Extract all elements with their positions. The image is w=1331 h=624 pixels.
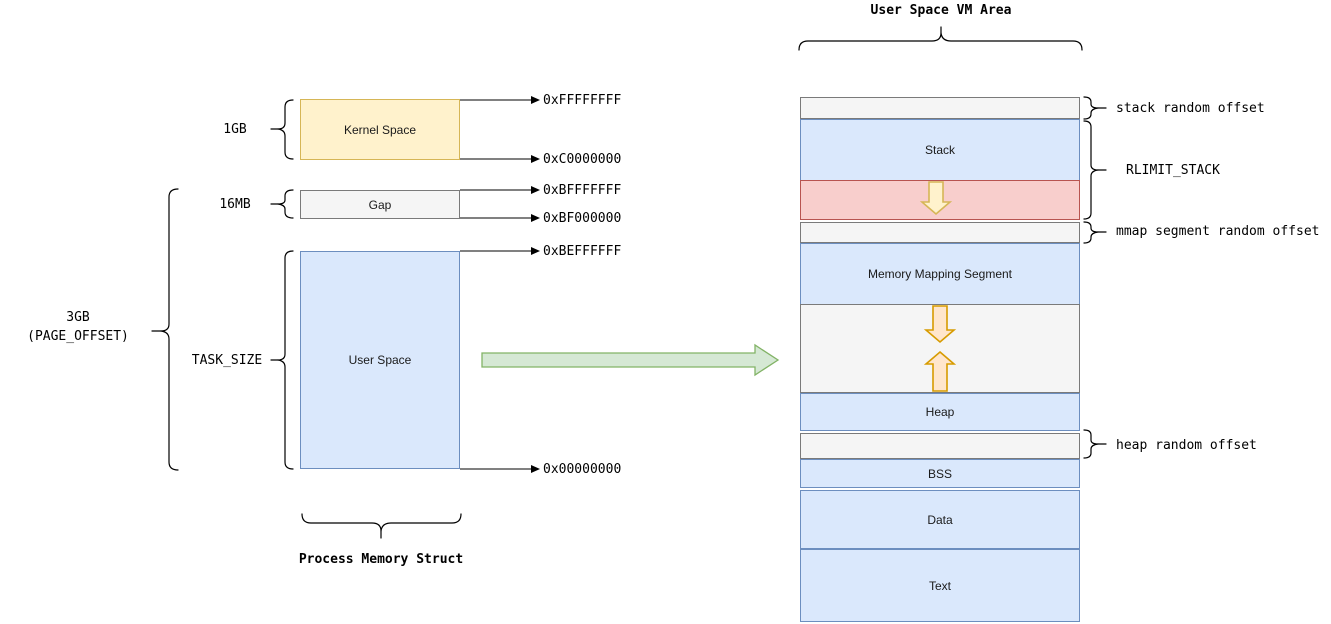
gap-label: Gap xyxy=(368,197,392,212)
kernel-space-label: Kernel Space xyxy=(343,122,417,137)
segment-stack-random-offset xyxy=(800,97,1080,119)
size-label-page-offset: (PAGE_OFFSET) xyxy=(27,329,129,344)
annotation-mmap-random-offset: mmap segment random offset xyxy=(1116,224,1320,239)
arrowhead-icon xyxy=(531,96,540,104)
segment-memory-mapping-label: Memory Mapping Segment xyxy=(867,267,1013,281)
size-label-16mb: 16MB xyxy=(219,197,251,212)
arrowhead-icon xyxy=(531,186,540,194)
annotation-heap-random-offset: heap random offset xyxy=(1116,438,1257,453)
brace-process-memory-struct xyxy=(301,513,462,532)
arrowhead-icon xyxy=(531,465,540,473)
segment-bss-label: BSS xyxy=(927,466,952,481)
brace-user-space-vm-area xyxy=(798,32,1083,51)
brace-mmap-random-offset xyxy=(1083,221,1099,244)
address-label: 0xBEFFFFFF xyxy=(543,244,622,259)
segment-heap: Heap xyxy=(800,393,1080,431)
segment-stack-label: Stack xyxy=(924,143,955,157)
brace-stack-random-offset xyxy=(1083,96,1099,120)
segment-text: Text xyxy=(800,549,1080,622)
segment-stack: Stack xyxy=(800,119,1080,181)
brace-1gb xyxy=(277,99,294,160)
size-label-1gb: 1GB xyxy=(223,122,247,137)
segment-stack-growth xyxy=(800,180,1080,220)
gap-block: Gap xyxy=(300,190,460,219)
brace-16mb xyxy=(277,189,294,219)
segment-growth-area xyxy=(800,304,1080,393)
arrowhead-icon xyxy=(531,155,540,163)
annotation-stack-random-offset: stack random offset xyxy=(1116,101,1265,116)
brace-3gb xyxy=(160,188,179,471)
segment-data-label: Data xyxy=(927,512,953,527)
size-label-3gb-page-offset: 3GB (PAGE_OFFSET) xyxy=(13,308,143,346)
annotation-rlimit-stack: RLIMIT_STACK xyxy=(1126,163,1220,178)
user-space-block: User Space xyxy=(300,251,460,469)
segment-heap-random-offset xyxy=(800,433,1080,459)
user-space-label: User Space xyxy=(348,353,412,367)
brace-rlimit-stack xyxy=(1083,120,1099,220)
brace-task-size xyxy=(277,250,294,470)
arrowhead-icon xyxy=(531,247,540,255)
segment-bss: BSS xyxy=(800,459,1080,488)
kernel-space-block: Kernel Space xyxy=(300,99,460,160)
size-label-3gb: 3GB xyxy=(66,310,90,325)
segment-memory-mapping: Memory Mapping Segment xyxy=(800,243,1080,305)
address-label: 0x00000000 xyxy=(543,462,622,477)
address-label: 0xBFFFFFFF xyxy=(543,183,622,198)
address-label: 0xBF000000 xyxy=(543,211,622,226)
address-label: 0xC0000000 xyxy=(543,152,622,167)
left-diagram-title: Process Memory Struct xyxy=(298,552,464,567)
address-connectors xyxy=(460,96,540,473)
brace-heap-random-offset xyxy=(1083,429,1099,459)
segment-mmap-random-offset xyxy=(800,222,1080,243)
address-label: 0xFFFFFFFF xyxy=(543,93,622,108)
segment-data: Data xyxy=(800,490,1080,549)
right-diagram-title: User Space VM Area xyxy=(870,3,1012,18)
arrowhead-icon xyxy=(531,214,540,222)
segment-text-label: Text xyxy=(928,578,951,593)
size-label-task-size: TASK_SIZE xyxy=(191,353,263,368)
process-to-vm-arrow-icon xyxy=(481,343,780,377)
segment-heap-label: Heap xyxy=(925,405,955,419)
